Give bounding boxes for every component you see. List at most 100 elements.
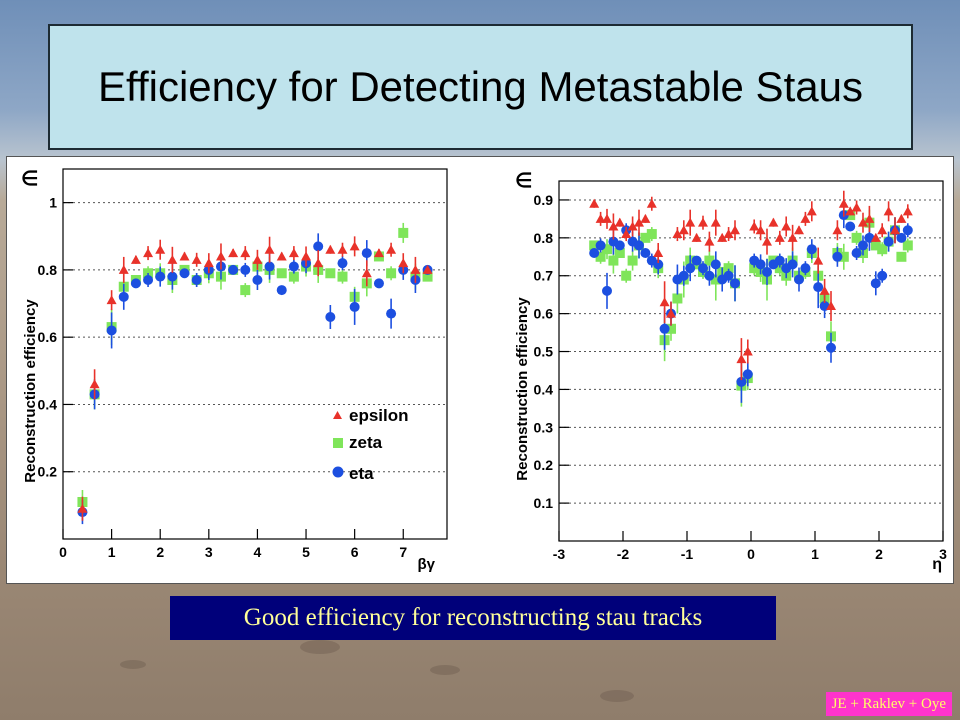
epsilon-point: [858, 217, 868, 227]
legend-marker-epsilon: [333, 411, 342, 419]
sand-footprint: [600, 690, 634, 702]
eta-point: [774, 255, 785, 266]
epsilon-point: [167, 254, 178, 264]
eta-point: [589, 248, 600, 258]
x-tick-label: 1: [108, 544, 116, 560]
epsilon-point: [422, 264, 433, 274]
zeta-point: [877, 244, 888, 255]
zeta-point: [325, 268, 336, 279]
epsilon-point: [800, 213, 811, 223]
epsilon-point: [762, 236, 772, 246]
eta-point: [883, 236, 894, 247]
x-tick-label: 6: [351, 544, 359, 560]
epsilon-point: [313, 258, 324, 268]
x-tick-label: 0: [747, 546, 755, 562]
epsilon-point: [608, 221, 619, 231]
eta-point: [813, 282, 824, 293]
eta-point: [634, 240, 644, 251]
eta-point: [155, 271, 166, 282]
y-corner-symbol: ∈: [21, 168, 38, 190]
epsilon-point: [191, 254, 202, 264]
epsilon-point: [653, 248, 664, 257]
epsilon-point: [723, 229, 734, 239]
zeta-point: [288, 271, 299, 282]
zeta-point: [646, 229, 657, 240]
epsilon-point: [77, 503, 88, 513]
epsilon-point: [813, 255, 824, 265]
eta-point: [896, 232, 907, 243]
epsilon-point: [337, 244, 348, 254]
epsilon-point: [301, 251, 312, 261]
x-tick-label: 4: [254, 544, 262, 560]
epsilon-point: [349, 241, 360, 251]
legend-marker-eta: [332, 466, 344, 478]
caption-box: Good efficiency for reconstructing stau …: [170, 596, 776, 640]
epsilon-point: [755, 225, 766, 235]
epsilon-point: [832, 225, 843, 235]
epsilon-point: [768, 217, 779, 227]
epsilon-point: [890, 225, 900, 235]
eta-point: [685, 263, 696, 274]
zeta-point: [608, 255, 619, 266]
eta-point: [710, 259, 721, 270]
eta-point: [143, 275, 154, 285]
eta-point: [723, 270, 734, 281]
epsilon-point: [826, 301, 836, 311]
zeta-point: [774, 263, 785, 274]
plot-efficiency-vs-betagamma: 0.2 0.4 0.6 0.8 1 0 1 2 3 4 5 6 7 Reconstruction eff…: [21, 168, 448, 573]
y-tick-label: 1: [49, 195, 57, 211]
zeta-point: [337, 271, 348, 282]
epsilon-point: [143, 248, 154, 258]
eta-point: [659, 323, 670, 334]
slide-title-box: Efficiency for Detecting Metastable Stau…: [48, 24, 913, 150]
epsilon-point: [215, 251, 226, 261]
sand-footprint: [120, 660, 146, 669]
zeta-point: [276, 268, 287, 279]
zeta-point: [627, 255, 638, 266]
epsilon-point: [659, 297, 670, 307]
zeta-point: [422, 271, 433, 282]
eta-point: [691, 255, 702, 266]
zeta-point: [602, 244, 612, 255]
zeta-point: [870, 240, 881, 251]
epsilon-point: [240, 248, 251, 258]
zeta-point: [672, 293, 683, 304]
epsilon-point: [634, 217, 644, 227]
epsilon-point: [864, 213, 875, 223]
epsilon-point: [410, 264, 421, 274]
eta-point: [325, 312, 336, 322]
x-tick-label: 0: [59, 544, 67, 560]
epsilon-point: [398, 258, 409, 268]
eta-point: [826, 342, 836, 353]
epsilon-point: [203, 258, 214, 268]
epsilon-point: [838, 198, 849, 208]
x-tick-label: 7: [399, 544, 407, 560]
zeta-point: [838, 251, 849, 262]
legend-label-eta: eta: [349, 464, 374, 483]
plots-svg: 0.2 0.4 0.6 0.8 1 0 1 2 3 4 5 6 7 Reconstruction eff…: [21, 168, 947, 573]
eta-point: [845, 221, 856, 232]
epsilon-point: [819, 285, 830, 295]
eta-point: [678, 270, 689, 281]
epsilon-point: [325, 244, 336, 254]
y-tick-label: 0.5: [534, 344, 554, 360]
y-tick-label: 0.8: [38, 262, 58, 278]
eta-point: [755, 259, 766, 270]
y-axis-label: Reconstruction efficiency: [514, 297, 531, 481]
y-tick-label: 0.9: [534, 192, 554, 208]
eta-point: [902, 225, 913, 236]
epsilon-point: [749, 221, 760, 231]
eta-point: [602, 285, 612, 296]
epsilon-point: [781, 221, 792, 231]
epsilon-point: [736, 354, 747, 364]
eta-point: [167, 271, 178, 282]
x-tick-label: 1: [811, 546, 819, 562]
eta-point: [191, 275, 202, 285]
epsilon-point: [589, 198, 600, 208]
plot-frame: [62, 168, 448, 540]
epsilon-point: [89, 379, 100, 389]
zeta-point: [240, 285, 251, 296]
eta-point: [806, 244, 817, 255]
epsilon-point: [179, 251, 190, 261]
y-tick-label: 0.7: [534, 268, 554, 284]
